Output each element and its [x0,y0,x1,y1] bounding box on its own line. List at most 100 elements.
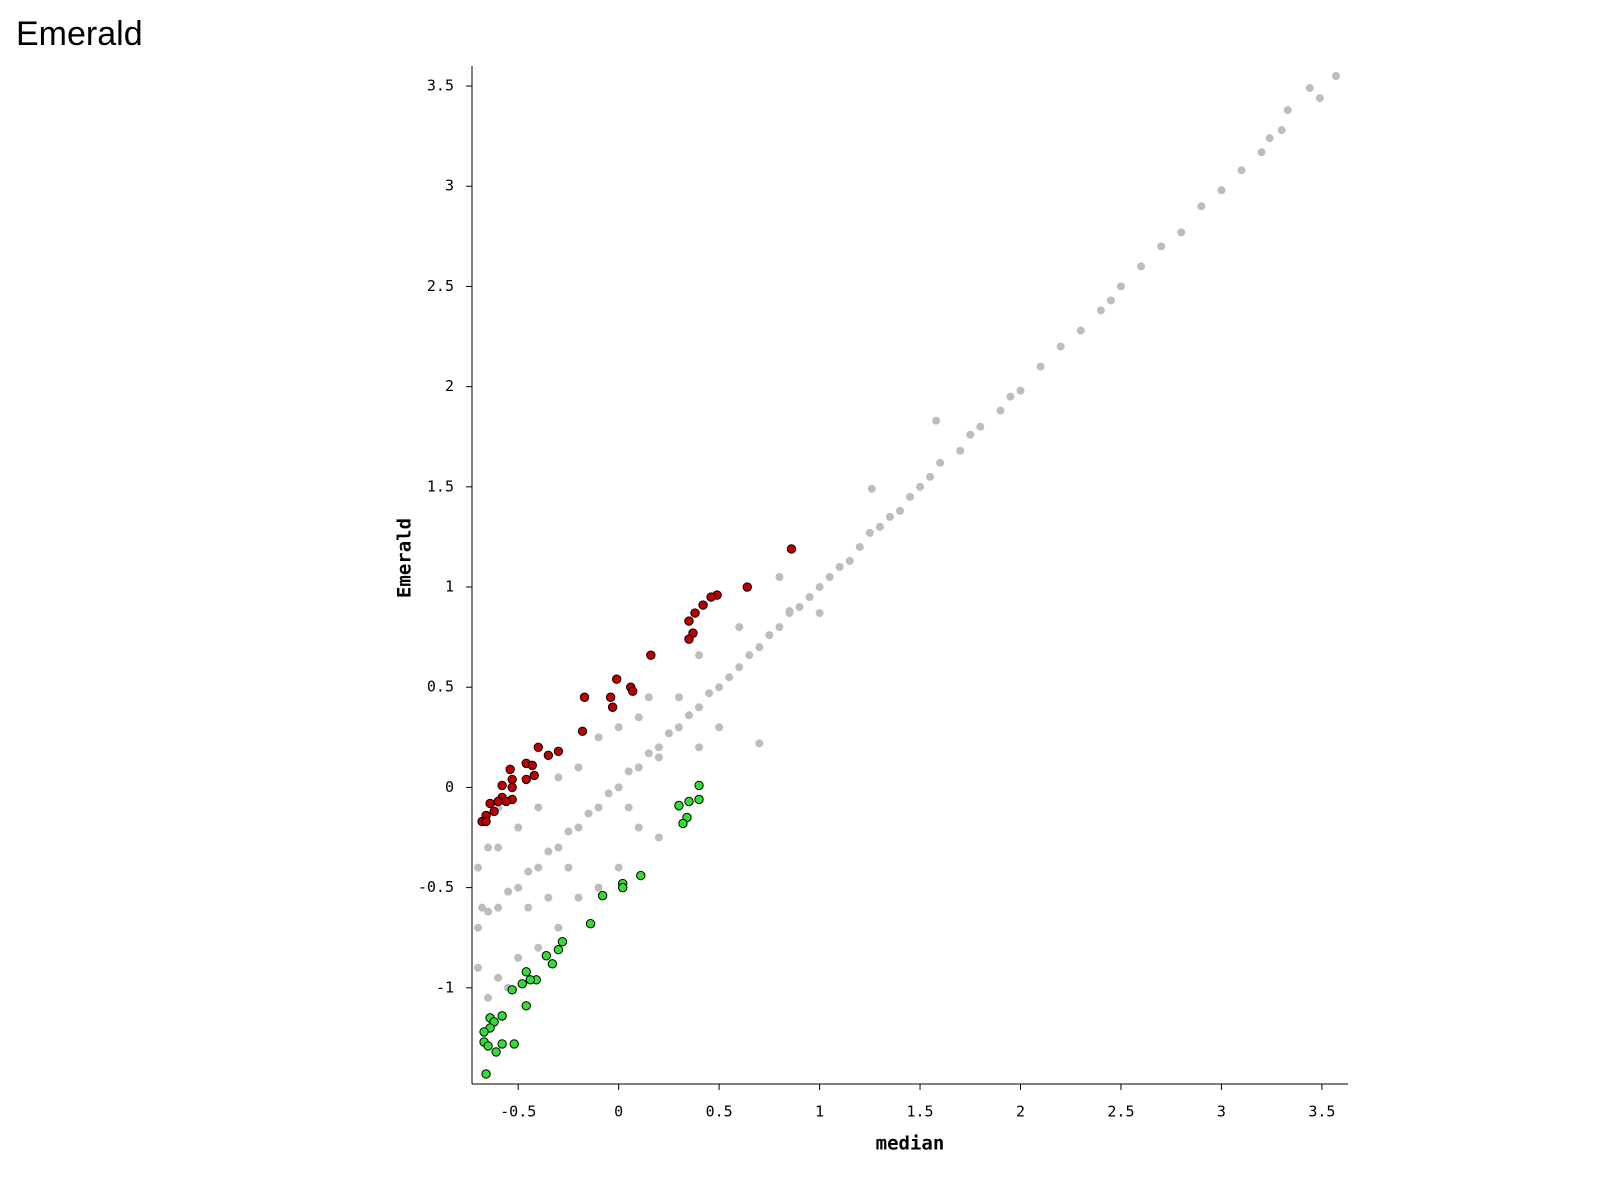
point [875,522,884,531]
point [543,750,554,761]
point [497,780,507,791]
point [684,796,694,807]
point [554,843,563,852]
y-tick-label: -1 [436,978,454,996]
point [1056,342,1065,351]
point [597,890,608,901]
point [574,823,583,832]
point [604,789,613,798]
point [501,796,511,807]
point [786,544,797,554]
point [497,1011,507,1021]
y-tick-label: 2.5 [427,277,454,295]
point [855,542,864,551]
point [966,430,975,439]
point [594,733,603,742]
point [507,782,517,793]
point [484,993,493,1002]
point [1106,296,1115,305]
point [594,803,603,812]
point [605,692,616,702]
point [521,1001,531,1011]
point [574,763,583,772]
point [484,843,493,852]
point [514,953,523,962]
point [497,1039,507,1049]
point [614,783,623,792]
point [547,959,558,969]
point [624,803,633,812]
point [906,492,914,501]
point [564,827,573,836]
point [1197,202,1206,211]
point [867,484,876,493]
point [706,592,716,602]
point [521,967,531,977]
point [533,742,544,753]
point [489,806,499,817]
point [785,607,794,616]
point [611,674,622,684]
point [541,951,552,961]
point [1157,242,1166,251]
point [514,823,523,832]
point [996,406,1005,415]
x-tick-label: 2 [1016,1103,1025,1121]
point [815,583,824,592]
point [636,870,646,881]
point [517,979,527,989]
point [1116,282,1125,291]
point [775,573,784,582]
point [698,600,708,610]
point [491,1047,501,1057]
point [695,703,704,712]
point [932,416,941,425]
point [544,893,553,902]
point [1036,362,1045,371]
point [705,689,714,698]
point [936,458,945,467]
y-tick-label: 3.5 [427,77,454,95]
point [484,907,493,916]
point [1237,166,1246,175]
y-tick-label: -0.5 [418,878,454,896]
point [527,760,537,771]
point [534,863,543,872]
point [594,883,603,892]
point [494,973,503,982]
point [474,963,483,972]
point [494,903,503,912]
point [684,711,693,720]
point [504,887,513,896]
x-tick-label: 3 [1217,1103,1226,1121]
point [755,643,764,652]
y-axis-label: Emerald [394,518,416,598]
point [509,1039,519,1049]
point [735,663,744,672]
point [976,422,985,431]
x-tick-label: 1 [815,1103,824,1121]
point [1217,186,1226,195]
point [1331,72,1340,81]
y-tick-label: 0.5 [427,678,454,696]
point [775,623,784,632]
point [1315,94,1324,103]
point [1016,386,1025,395]
point [507,985,517,995]
point [805,593,814,602]
y-tick-label: 0 [445,778,454,796]
point [956,446,965,455]
point [553,746,564,757]
point [1096,306,1105,315]
point [678,818,688,829]
point [765,631,774,640]
y-tick-label: 1.5 [427,477,454,495]
y-tick-label: 1 [445,578,454,596]
point [795,603,804,612]
point [514,883,523,892]
point [521,774,531,785]
point [926,472,935,481]
point [479,1027,489,1037]
point [585,918,596,929]
point [481,1069,491,1079]
